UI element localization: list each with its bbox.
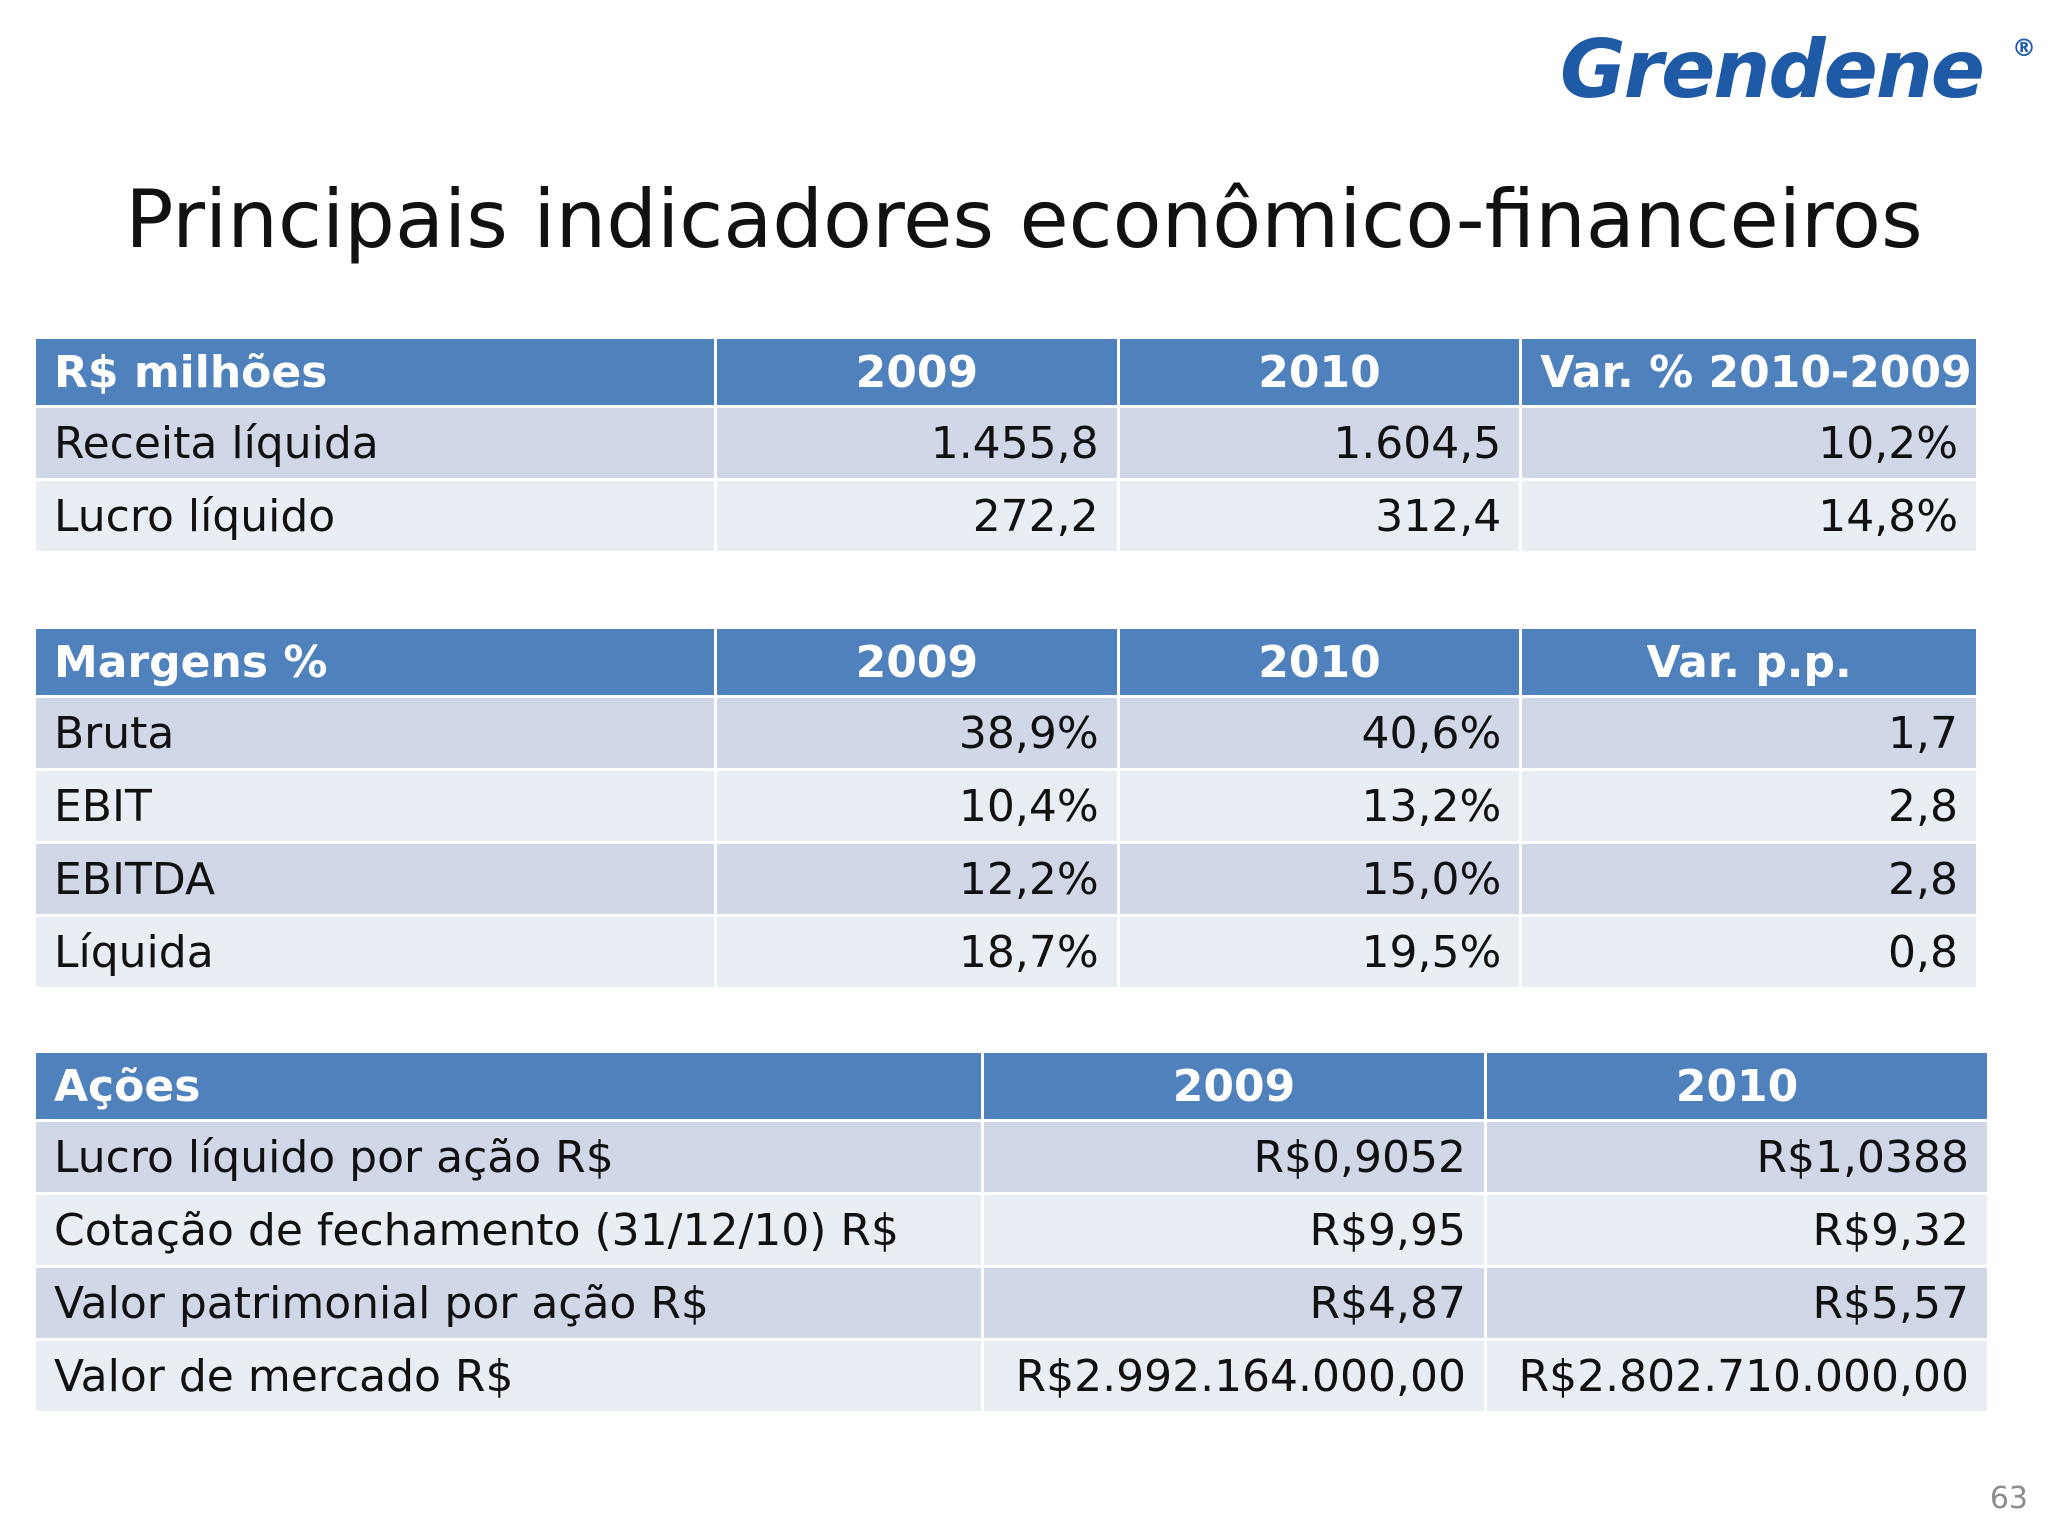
header-cell: Margens % <box>36 629 715 695</box>
row-label: Lucro líquido por ação R$ <box>36 1122 981 1192</box>
table-row: Lucro líquido por ação R$ R$0,9052 R$1,0… <box>36 1122 1987 1192</box>
table-header-row: Ações 2009 2010 <box>36 1053 1987 1119</box>
cell-value: 12,2% <box>717 844 1117 914</box>
cell-value: 2,8 <box>1522 771 1976 841</box>
table-shares: Ações 2009 2010 Lucro líquido por ação R… <box>33 1050 1990 1414</box>
cell-value: 14,8% <box>1522 481 1976 551</box>
cell-value: R$4,87 <box>984 1268 1484 1338</box>
header-cell: 2010 <box>1119 339 1520 405</box>
row-label: Cotação de fechamento (31/12/10) R$ <box>36 1195 981 1265</box>
table-row: Lucro líquido 272,2 312,4 14,8% <box>36 481 1976 551</box>
cell-value: 2,8 <box>1522 844 1976 914</box>
header-cell: R$ milhões <box>36 339 715 405</box>
table-header-row: Margens % 2009 2010 Var. p.p. <box>36 629 1976 695</box>
table-row: Líquida 18,7% 19,5% 0,8 <box>36 917 1976 987</box>
cell-value: R$2.992.164.000,00 <box>984 1341 1484 1411</box>
cell-value: R$5,57 <box>1487 1268 1987 1338</box>
cell-value: 1,7 <box>1522 698 1976 768</box>
page-title: Principais indicadores econômico-finance… <box>125 173 1923 266</box>
header-cell: 2009 <box>717 629 1117 695</box>
table-row: Cotação de fechamento (31/12/10) R$ R$9,… <box>36 1195 1987 1265</box>
row-label: Valor de mercado R$ <box>36 1341 981 1411</box>
table-row: Receita líquida 1.455,8 1.604,5 10,2% <box>36 408 1976 478</box>
cell-value: 38,9% <box>717 698 1117 768</box>
cell-value: 13,2% <box>1119 771 1520 841</box>
header-cell: 2010 <box>1119 629 1520 695</box>
cell-value: R$9,95 <box>984 1195 1484 1265</box>
row-label: Líquida <box>36 917 715 987</box>
cell-value: 40,6% <box>1119 698 1520 768</box>
header-cell: 2010 <box>1487 1053 1987 1119</box>
cell-value: 10,4% <box>717 771 1117 841</box>
cell-value: 1.604,5 <box>1119 408 1520 478</box>
grendene-logo: Grendene ® <box>1560 30 2036 110</box>
header-cell: 2009 <box>717 339 1117 405</box>
row-label: Bruta <box>36 698 715 768</box>
header-cell: Var. % 2010-2009 <box>1522 339 1976 405</box>
cell-value: R$1,0388 <box>1487 1122 1987 1192</box>
cell-value: R$9,32 <box>1487 1195 1987 1265</box>
cell-value: 15,0% <box>1119 844 1520 914</box>
table-revenue-profit: R$ milhões 2009 2010 Var. % 2010-2009 Re… <box>33 336 1979 554</box>
cell-value: 19,5% <box>1119 917 1520 987</box>
registered-mark: ® <box>2012 34 2036 62</box>
cell-value: 18,7% <box>717 917 1117 987</box>
logo-text: Grendene <box>1560 23 1985 116</box>
header-cell: Var. p.p. <box>1522 629 1976 695</box>
cell-value: 272,2 <box>717 481 1117 551</box>
table-row: Bruta 38,9% 40,6% 1,7 <box>36 698 1976 768</box>
cell-value: 10,2% <box>1522 408 1976 478</box>
cell-value: 1.455,8 <box>717 408 1117 478</box>
table-row: Valor de mercado R$ R$2.992.164.000,00 R… <box>36 1341 1987 1411</box>
row-label: EBITDA <box>36 844 715 914</box>
row-label: EBIT <box>36 771 715 841</box>
table-row: EBIT 10,4% 13,2% 2,8 <box>36 771 1976 841</box>
cell-value: 0,8 <box>1522 917 1976 987</box>
cell-value: R$2.802.710.000,00 <box>1487 1341 1987 1411</box>
table-margins: Margens % 2009 2010 Var. p.p. Bruta 38,9… <box>33 626 1979 990</box>
row-label: Receita líquida <box>36 408 715 478</box>
table-header-row: R$ milhões 2009 2010 Var. % 2010-2009 <box>36 339 1976 405</box>
page-number: 63 <box>1989 1481 2028 1516</box>
row-label: Lucro líquido <box>36 481 715 551</box>
cell-value: 312,4 <box>1119 481 1520 551</box>
header-cell: Ações <box>36 1053 981 1119</box>
cell-value: R$0,9052 <box>984 1122 1484 1192</box>
table-row: Valor patrimonial por ação R$ R$4,87 R$5… <box>36 1268 1987 1338</box>
row-label: Valor patrimonial por ação R$ <box>36 1268 981 1338</box>
header-cell: 2009 <box>984 1053 1484 1119</box>
table-row: EBITDA 12,2% 15,0% 2,8 <box>36 844 1976 914</box>
